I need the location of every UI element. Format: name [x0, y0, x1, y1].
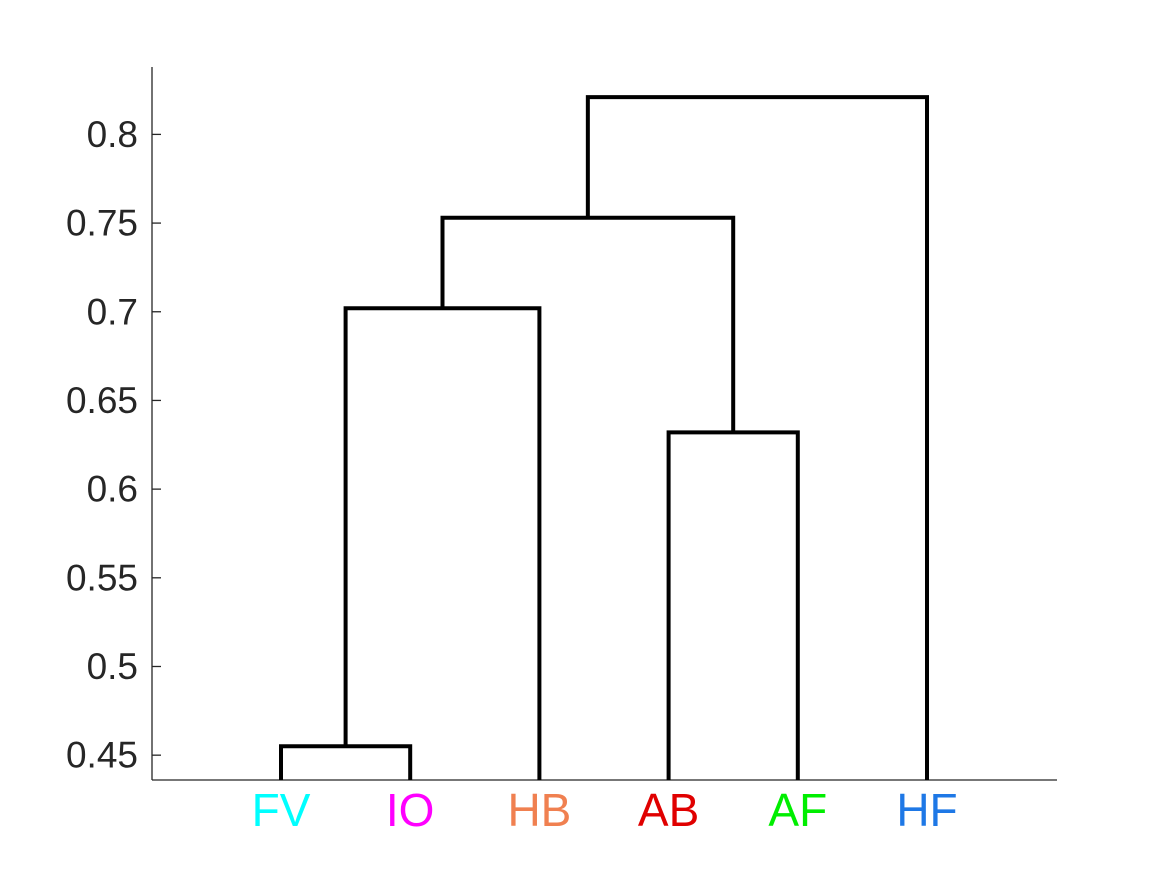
dendrogram-links [279, 95, 929, 780]
y-tick-label: 0.45 [66, 735, 138, 776]
leaf-label-hb: HB [507, 784, 571, 836]
y-tick-label: 0.8 [87, 114, 138, 155]
dendrogram-link [666, 430, 800, 780]
leaf-label-io: IO [386, 784, 435, 836]
dendrogram-link [585, 95, 929, 780]
axes [151, 67, 1057, 781]
y-tick-label: 0.7 [87, 291, 138, 332]
y-tick-label: 0.6 [87, 469, 138, 510]
leaf-labels: FV IO HB AB AF HF [252, 784, 958, 836]
y-tick-label: 0.65 [66, 380, 138, 421]
y-tick-label: 0.75 [66, 203, 138, 244]
y-tick-label: 0.55 [66, 557, 138, 598]
y-tick-label: 0.5 [87, 646, 138, 687]
dendrogram-link [440, 215, 736, 433]
leaf-label-af: AF [768, 784, 827, 836]
y-axis-ticks: 0.45 0.5 0.55 0.6 0.65 0.7 0.75 0.8 [66, 114, 161, 776]
leaf-label-fv: FV [252, 784, 311, 836]
leaf-label-ab: AB [638, 784, 699, 836]
dendrogram-link [279, 744, 413, 780]
leaf-label-hf: HF [896, 784, 957, 836]
dendrogram-link [343, 306, 542, 780]
